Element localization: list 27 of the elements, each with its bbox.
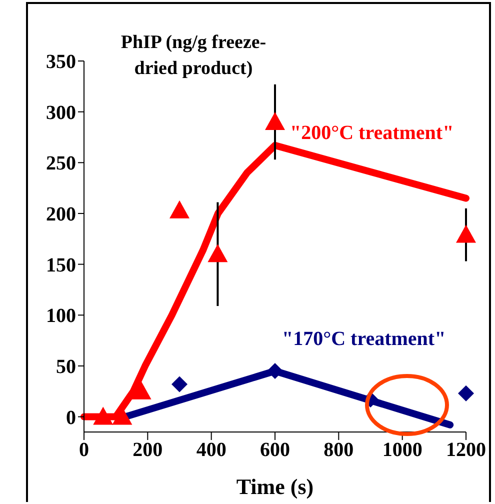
y-tick-label: 0	[66, 406, 76, 429]
x-axis-title: Time (s)	[236, 474, 314, 499]
point	[267, 363, 283, 380]
point	[458, 385, 474, 402]
y-tick-label: 100	[46, 305, 76, 328]
point	[265, 112, 285, 130]
point	[93, 406, 114, 425]
x-tick-label: 200	[132, 439, 163, 462]
y-tick-label: 150	[46, 254, 76, 276]
y-tick-label: 350	[46, 51, 76, 74]
y-axis-title: PhIP (ng/g freeze-dried product)	[120, 31, 268, 81]
point	[170, 200, 190, 218]
x-tick-label: 400	[196, 439, 226, 462]
point	[456, 224, 476, 243]
series-label: "170°C treatment"	[282, 328, 446, 351]
point	[131, 381, 152, 400]
point	[208, 244, 228, 262]
y-tick-label: 300	[46, 102, 76, 124]
series-label: "200°C treatment"	[290, 122, 454, 145]
x-tick-label: 1000	[382, 439, 422, 462]
y-tick-label: 250	[46, 152, 76, 175]
x-tick-label: 800	[324, 439, 354, 462]
x-tick-label: 1200	[446, 439, 486, 462]
y-tick-label: 50	[56, 356, 76, 378]
y-tick-label: 200	[46, 204, 76, 226]
point	[172, 376, 188, 392]
x-tick-label: 600	[260, 439, 290, 462]
